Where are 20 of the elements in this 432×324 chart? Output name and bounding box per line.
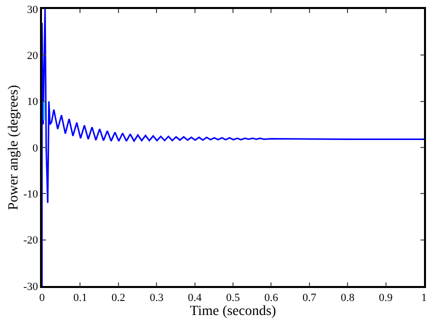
x-tick-label: 0.3 <box>150 292 164 304</box>
x-tick-label: 0.5 <box>226 292 240 304</box>
y-tick-label: 30 <box>27 4 39 16</box>
y-tick-label: -20 <box>23 234 39 247</box>
y-tick-label: 20 <box>27 50 39 62</box>
x-tick-label: 0.4 <box>188 292 202 304</box>
x-tick-label: 0.9 <box>378 292 394 304</box>
x-tick-label: 0.2 <box>112 292 126 304</box>
x-tick-label: 0.8 <box>340 292 355 304</box>
y-tick-label: -10 <box>23 188 39 201</box>
y-tick-label: -30 <box>23 280 39 293</box>
x-tick-label: 0.1 <box>73 292 88 304</box>
x-tick-label: 1 <box>421 292 427 304</box>
x-axis-title: Time (seconds) <box>190 304 276 319</box>
y-tick-label: 10 <box>27 96 39 108</box>
x-tick-label: 0.7 <box>302 292 317 304</box>
line-series <box>42 9 424 286</box>
x-tick-label: 0.6 <box>264 292 279 304</box>
y-tick-label: 0 <box>32 142 39 154</box>
y-axis-title: Power angle (degrees) <box>6 84 22 210</box>
